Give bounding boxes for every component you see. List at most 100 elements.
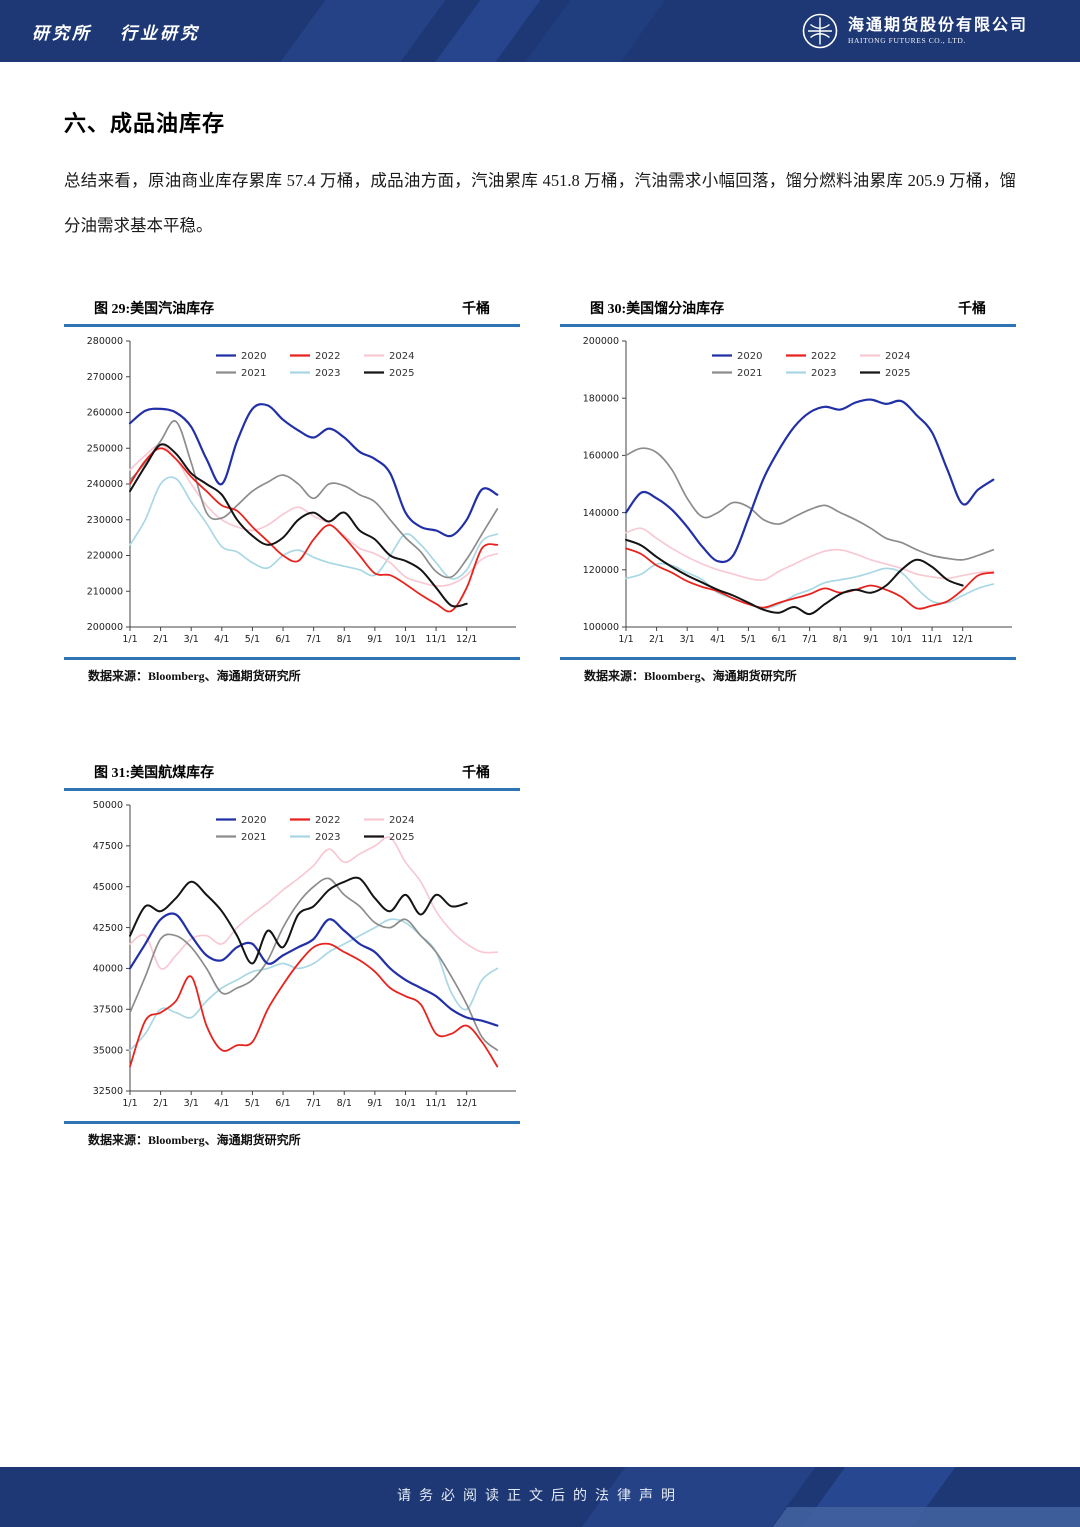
section-title: 六、成品油库存 [64,111,226,136]
x-tick-label: 1/1 [122,634,137,645]
legend-label-2020: 2020 [241,815,266,826]
legend-label-2024: 2024 [389,815,414,826]
summary-paragraph: 总结来看，原油商业库存累库 57.4 万桶，成品油方面，汽油累库 451.8 万… [64,171,1016,235]
legend-label-2023: 2023 [315,368,340,379]
series-line-2024 [129,443,499,587]
legend-label-2023: 2023 [811,368,836,379]
legend-label-2021: 2021 [241,832,266,843]
y-tick-label: 160000 [583,451,619,462]
x-tick-label: 7/1 [306,1098,321,1109]
series-line-2021 [129,420,499,579]
x-tick-label: 4/1 [214,634,229,645]
chart-header: 图 30:美国馏分油库存 千桶 [560,298,1016,324]
legend-label-2020: 2020 [737,351,762,362]
divider [64,657,520,660]
divider [64,324,520,327]
x-tick-label: 12/1 [456,1098,477,1109]
data-source: 数据来源：Bloomberg、海通期货研究所 [88,1133,301,1147]
y-tick-label: 45000 [93,882,123,893]
legend-label-2025: 2025 [389,368,414,379]
legend-label-2022: 2022 [811,351,836,362]
chart-header: 图 31:美国航煤库存 千桶 [64,762,520,788]
company-name-en: HAITONG FUTURES CO., LTD. [847,35,966,45]
y-tick-label: 270000 [87,372,123,383]
y-tick-label: 40000 [93,964,123,975]
chart-canvas: 32500 35000 37500 40000 42500 45000 47500 50000… [64,791,520,1121]
chart-unit-label: 千桶 [462,766,490,781]
x-tick-label: 5/1 [245,634,260,645]
series-line-2021 [625,447,995,561]
x-tick-label: 4/1 [710,634,725,645]
chart-svg: 100000 120000 140000 160000 180000 200000 1/1 2… [583,336,1012,645]
page-header: 研究所 行业研究 海通期货股份有限公司 HAITONG FUTURES CO.,… [0,0,1080,62]
company-name-cn: 海通期货股份有限公司 [847,17,1028,35]
series-line-2024 [129,836,499,970]
legend-label-2021: 2021 [241,368,266,379]
chart-unit-label: 千桶 [958,302,986,317]
y-tick-label: 42500 [93,923,123,934]
y-tick-label: 210000 [87,586,123,597]
divider [560,657,1016,660]
y-tick-label: 280000 [87,336,123,347]
x-tick-label: 9/1 [367,634,382,645]
series-line-2023 [625,562,995,610]
series-line-2025 [129,443,468,608]
y-tick-label: 37500 [93,1004,123,1015]
legend-label-2025: 2025 [885,368,910,379]
figure-29-us-gasoline-stocks: 图 29:美国汽油库存 千桶 200000 210000 220000 230000 2… [64,298,520,684]
x-tick-label: 3/1 [184,1098,199,1109]
institute-label: 研究所 [32,23,92,43]
chart-svg: 32500 35000 37500 40000 42500 45000 47500 50000… [93,800,516,1109]
header-deco-stripe [512,0,673,62]
x-tick-label: 7/1 [802,634,817,645]
y-tick-label: 50000 [93,800,123,811]
chart-svg: 200000 210000 220000 230000 240000 250000 2600… [87,336,516,645]
legend-label-2024: 2024 [885,351,910,362]
legend-label-2023: 2023 [315,832,340,843]
x-tick-label: 8/1 [833,634,848,645]
disclaimer: 请务必阅读正文后的法律声明 [397,1489,683,1504]
x-tick-label: 3/1 [680,634,695,645]
series-line-2025 [129,876,468,965]
figure-31-us-jet-fuel-stocks: 图 31:美国航煤库存 千桶 32500 35000 37500 40000 42500… [64,762,520,1148]
x-tick-label: 2/1 [153,1098,168,1109]
page-footer: 请务必阅读正文后的法律声明 [0,1467,1080,1527]
chart-title: 图 30:美国馏分油库存 [590,302,725,317]
x-tick-label: 6/1 [275,634,290,645]
y-tick-label: 230000 [87,515,123,526]
x-tick-label: 12/1 [456,634,477,645]
series-line-2020 [624,398,995,564]
x-tick-label: 9/1 [367,1098,382,1109]
x-tick-label: 8/1 [337,1098,352,1109]
series-line-2022 [129,942,499,1068]
y-tick-label: 100000 [583,622,619,633]
data-source: 数据来源：Bloomberg、海通期货研究所 [584,669,797,683]
y-tick-label: 35000 [93,1045,123,1056]
x-tick-label: 11/1 [425,634,446,645]
legend-label-2025: 2025 [389,832,414,843]
x-tick-label: 10/1 [395,634,416,645]
company-name-block: 海通期货股份有限公司 HAITONG FUTURES CO., LTD. [848,17,1028,44]
chart-title: 图 29:美国汽油库存 [94,302,215,317]
x-tick-label: 10/1 [891,634,912,645]
divider [64,1121,520,1124]
y-tick-label: 120000 [583,565,619,576]
series-line-2022 [625,547,995,610]
chart-title: 图 31:美国航煤库存 [94,766,215,781]
y-tick-label: 220000 [87,551,123,562]
x-tick-label: 5/1 [245,1098,260,1109]
series-line-2023 [129,476,499,580]
x-tick-label: 2/1 [649,634,664,645]
header-deco-stripe [422,0,548,62]
chart-canvas: 100000 120000 140000 160000 180000 200000 1/1 2… [560,327,1016,657]
data-source: 数据来源：Bloomberg、海通期货研究所 [88,669,301,683]
x-tick-label: 8/1 [337,634,352,645]
legend-label-2024: 2024 [389,351,414,362]
legend-label-2022: 2022 [315,351,340,362]
x-tick-label: 1/1 [618,634,633,645]
divider [560,324,1016,327]
y-tick-label: 47500 [93,841,123,852]
header-deco-stripe [267,0,453,62]
chart-header: 图 29:美国汽油库存 千桶 [64,298,520,324]
